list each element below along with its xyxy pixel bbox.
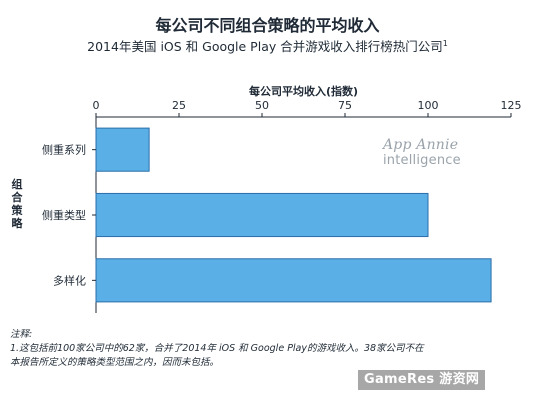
subtitle-footnote-mark: 1 bbox=[442, 38, 448, 48]
footnote-text: 1.这包括前100家公司中的62家，合并了2014年 iOS 和 Google … bbox=[10, 343, 424, 368]
bar bbox=[95, 127, 150, 172]
x-tick-label: 100 bbox=[418, 99, 439, 112]
app-annie-watermark: App Annie intelligence bbox=[383, 137, 535, 168]
x-tick-label: 50 bbox=[255, 99, 269, 112]
watermark-brand: App Annie bbox=[383, 137, 459, 153]
x-tick-label: 0 bbox=[93, 99, 100, 112]
category-label: 侧重系列 bbox=[42, 143, 86, 157]
footnote: 注释: 1.这包括前100家公司中的62家，合并了2014年 iOS 和 Goo… bbox=[10, 328, 430, 370]
bar bbox=[95, 258, 492, 303]
x-tick-label: 125 bbox=[501, 99, 522, 112]
chart-subtitle: 2014年美国 iOS 和 Google Play 合并游戏收入排行榜热门公司1 bbox=[0, 36, 535, 55]
footnote-heading: 注释: bbox=[10, 329, 33, 340]
subtitle-text: 2014年美国 iOS 和 Google Play 合并游戏收入排行榜热门公司 bbox=[87, 39, 443, 54]
x-axis-title: 每公司平均收入(指数) bbox=[248, 85, 359, 98]
category-label: 侧重类型 bbox=[42, 208, 86, 222]
y-axis-title: 组合策略 bbox=[11, 178, 23, 230]
gameres-logo: GameRes 游资网 bbox=[358, 370, 486, 390]
bar bbox=[95, 192, 429, 238]
x-tick-label: 25 bbox=[172, 99, 186, 112]
category-label: 多样化 bbox=[53, 273, 86, 287]
chart-title: 每公司不同组合策略的平均收入 bbox=[155, 16, 380, 35]
watermark-suffix: intelligence bbox=[383, 153, 461, 168]
x-tick-label: 75 bbox=[338, 99, 352, 112]
